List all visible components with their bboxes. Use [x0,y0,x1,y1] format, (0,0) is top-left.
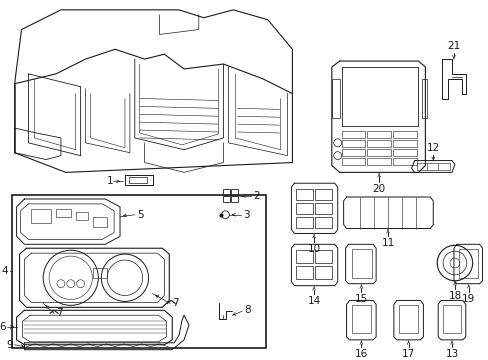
Bar [314,217,331,228]
Bar [331,79,339,118]
Bar [341,67,418,126]
Bar [76,212,87,220]
Bar [231,196,238,202]
Text: 4: 4 [1,266,8,276]
Bar [351,249,371,278]
Bar [341,158,365,165]
Text: 3: 3 [243,210,249,220]
Text: 20: 20 [372,184,385,194]
Bar [341,149,365,156]
Bar [314,266,331,279]
Bar [223,189,230,195]
Bar [392,140,416,147]
Bar [341,140,365,147]
Text: 17: 17 [401,349,414,359]
Bar [314,203,331,214]
Bar [416,162,449,170]
Bar [12,195,265,348]
Bar [314,250,331,263]
Text: 6: 6 [0,322,6,332]
Text: 12: 12 [426,143,439,153]
Bar [129,177,146,183]
Bar [422,79,427,118]
Text: 14: 14 [307,296,320,306]
Bar [296,250,312,263]
Bar [351,305,370,333]
Text: 19: 19 [461,293,474,303]
Bar [93,217,107,226]
Bar [392,158,416,165]
Text: 16: 16 [354,349,367,359]
Bar [366,158,390,165]
Text: 18: 18 [447,291,461,301]
Text: 1: 1 [106,176,113,186]
Bar [231,189,238,195]
Bar [296,189,312,200]
Bar [93,268,107,278]
Bar [31,209,51,222]
Bar [56,209,71,217]
Bar [314,189,331,200]
Text: 9: 9 [6,340,13,350]
Bar [366,149,390,156]
Text: 8: 8 [244,305,250,315]
Bar [223,196,230,202]
Bar [458,249,477,278]
Bar [398,305,418,333]
Bar [296,217,312,228]
Text: 13: 13 [445,349,458,359]
Text: 11: 11 [381,238,394,248]
Bar [392,131,416,138]
Text: 5: 5 [137,210,143,220]
Bar [392,149,416,156]
Text: 2: 2 [252,191,259,201]
Bar [366,131,390,138]
Bar [341,131,365,138]
Bar [296,266,312,279]
Bar [296,203,312,214]
Text: 15: 15 [354,293,367,303]
Text: 21: 21 [447,41,460,51]
Bar [442,305,460,333]
Text: 7: 7 [172,298,179,309]
Text: 7: 7 [56,308,62,318]
Text: 10: 10 [307,244,320,254]
Bar [366,140,390,147]
